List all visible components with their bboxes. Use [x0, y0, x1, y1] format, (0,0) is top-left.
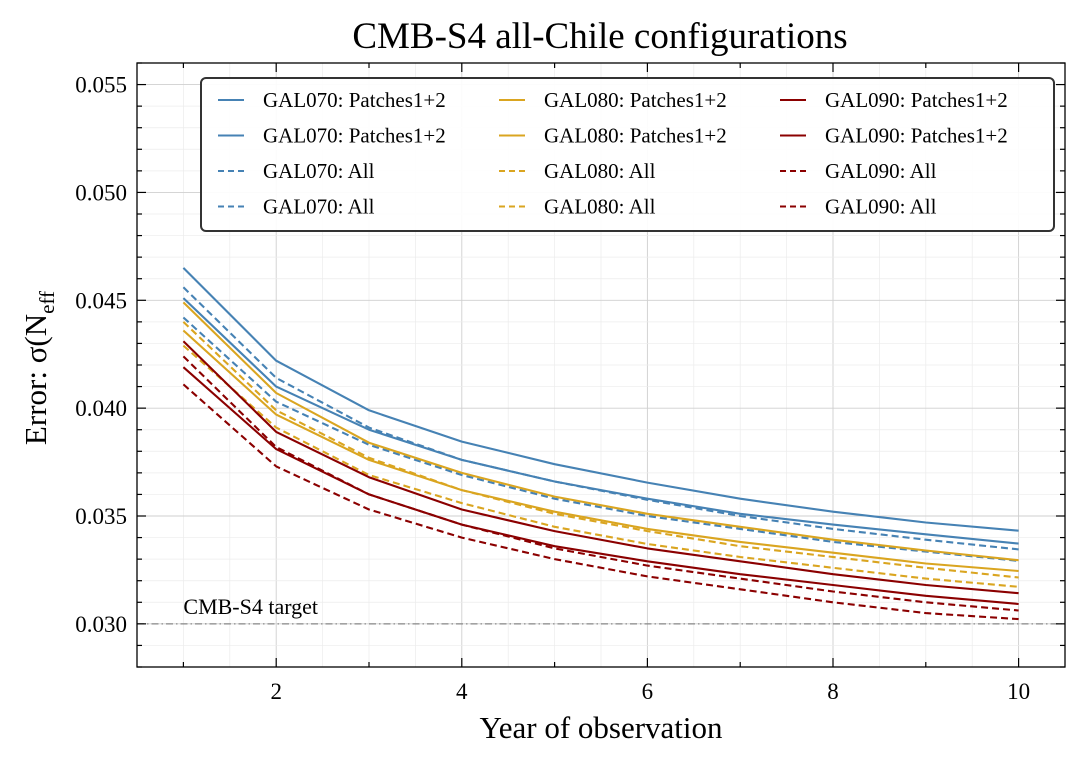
legend-label: GAL090: All — [825, 159, 937, 183]
x-axis-label: Year of observation — [479, 710, 723, 745]
series-line — [182, 355, 1019, 612]
x-tick-label: 2 — [270, 679, 282, 704]
legend-label: GAL090: Patches1+2 — [825, 124, 1008, 148]
legend-label: GAL080: All — [544, 195, 656, 219]
y-tick-label: 0.050 — [75, 180, 127, 205]
y-axis-label: Error: σ(Neff — [18, 291, 59, 445]
legend-label: GAL070: All — [263, 195, 375, 219]
series-line — [182, 329, 1019, 573]
legend: GAL070: Patches1+2 GAL070: Patches1+2 GAL0… — [200, 77, 1055, 232]
legend-label: GAL090: Patches1+2 — [825, 88, 1008, 112]
legend-label: GAL070: Patches1+2 — [263, 88, 446, 112]
series-line — [182, 267, 1019, 532]
x-tick-label: 6 — [642, 679, 654, 704]
legend-label: GAL070: Patches1+2 — [263, 124, 446, 148]
legend-label: GAL070: All — [263, 159, 375, 183]
legend-label: GAL080: Patches1+2 — [544, 88, 727, 112]
legend-label: GAL080: All — [544, 159, 656, 183]
series-line — [182, 286, 1019, 551]
tick-labels: 2 4 6 8 10 0.030 0.035 0.040 0.045 0.050 0.055 — [75, 73, 1030, 704]
series-line — [182, 383, 1019, 621]
target-annotation: CMB-S4 target — [183, 594, 318, 619]
x-tick-label: 8 — [827, 679, 839, 704]
y-axis-label-sub: eff — [35, 291, 59, 314]
legend-box — [200, 77, 1055, 232]
chart-title: CMB-S4 all-Chile configurations — [352, 16, 847, 57]
y-tick-label: 0.040 — [75, 396, 127, 421]
legend-label: GAL080: Patches1+2 — [544, 124, 727, 148]
series-line — [182, 321, 1019, 579]
x-tick-label: 4 — [456, 679, 468, 704]
series-group — [182, 267, 1019, 621]
y-tick-label: 0.035 — [75, 504, 127, 529]
y-axis-label-main: Error: σ(N — [18, 314, 53, 445]
target-line-group: CMB-S4 target — [137, 594, 1065, 625]
series-line — [182, 301, 1019, 562]
legend-label: GAL090: All — [825, 195, 937, 219]
series-line — [182, 344, 1019, 588]
y-tick-label: 0.045 — [75, 288, 127, 313]
axes — [136, 62, 1066, 668]
series-line — [182, 316, 1019, 562]
y-tick-label: 0.055 — [75, 73, 127, 98]
x-tick-label: 10 — [1007, 679, 1030, 704]
y-tick-label: 0.030 — [75, 612, 127, 637]
series-line — [182, 340, 1019, 595]
